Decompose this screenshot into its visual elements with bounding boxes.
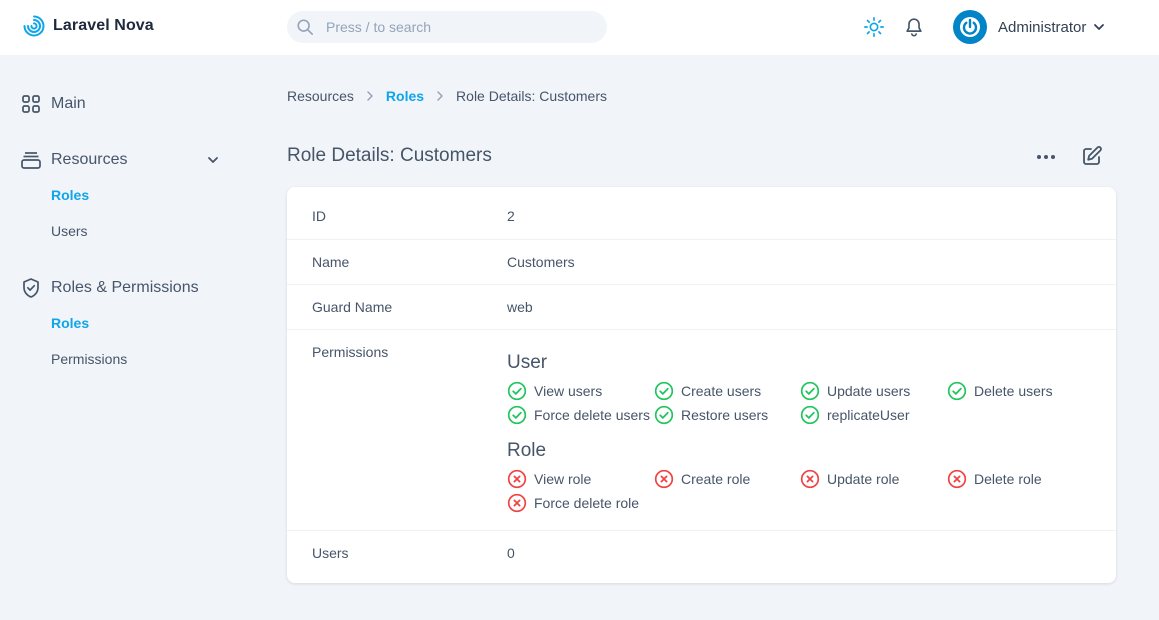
permission-item: Force delete role <box>507 493 639 513</box>
sun-icon <box>864 17 884 37</box>
user-name: Administrator <box>998 18 1087 36</box>
permission-label: Delete users <box>974 383 1053 399</box>
check-circle-icon <box>507 381 527 401</box>
grid-icon <box>20 93 42 115</box>
detail-row-id: ID 2 <box>287 187 1116 240</box>
x-circle-icon <box>507 469 527 489</box>
detail-card: ID 2 Name Customers Guard Name web Permi… <box>287 187 1116 583</box>
sidebar-item-roles[interactable]: Roles <box>51 187 90 203</box>
more-actions-button[interactable] <box>1033 144 1059 170</box>
permission-item: Delete role <box>947 469 1042 489</box>
permission-group-heading: User <box>507 352 548 373</box>
sidebar-group-resources[interactable]: Resources <box>20 149 230 171</box>
brand-name: Laravel Nova <box>53 17 154 34</box>
sidebar-item-roles[interactable]: Roles <box>51 315 90 331</box>
permission-item: Create users <box>654 381 761 401</box>
check-circle-icon <box>507 405 527 425</box>
permission-item: View role <box>507 469 591 489</box>
edit-button[interactable] <box>1079 143 1105 169</box>
sidebar-item-users[interactable]: Users <box>51 223 88 239</box>
edit-icon <box>1083 146 1102 165</box>
sidebar-item-main[interactable]: Main <box>20 93 230 115</box>
field-label: Guard Name <box>312 299 393 315</box>
permission-label: Force delete role <box>534 495 640 511</box>
permission-item: View users <box>507 381 602 401</box>
field-value: 2 <box>507 208 515 224</box>
permission-item: Update role <box>800 469 899 489</box>
permission-label: View role <box>534 471 592 487</box>
search-icon <box>297 19 314 36</box>
field-label: Permissions <box>312 344 389 360</box>
x-circle-icon <box>947 469 967 489</box>
permission-label: Create users <box>681 383 762 399</box>
permission-label: Update role <box>827 471 900 487</box>
detail-row-guard-name: Guard Name web <box>287 285 1116 330</box>
x-circle-icon <box>654 469 674 489</box>
theme-toggle-button[interactable] <box>862 15 886 39</box>
permission-label: View users <box>534 383 603 399</box>
permission-item: Restore users <box>654 405 768 425</box>
brand-logo[interactable]: Laravel Nova <box>22 14 154 38</box>
breadcrumb: Resources Roles Role Details: Customers <box>287 88 607 104</box>
page-title: Role Details: Customers <box>287 145 492 166</box>
field-label: ID <box>312 208 326 224</box>
breadcrumb-link-resources[interactable]: Resources <box>287 88 354 104</box>
field-value: Customers <box>507 254 575 270</box>
permission-label: Delete role <box>974 471 1042 487</box>
chevron-down-icon <box>1094 24 1105 30</box>
search-input[interactable] <box>326 19 586 35</box>
detail-row-permissions: Permissions User View users Create users U… <box>287 330 1116 531</box>
permission-item: Force delete users <box>507 405 650 425</box>
sidebar-item-permissions[interactable]: Permissions <box>51 351 128 367</box>
field-value: 0 <box>507 545 515 561</box>
sidebar-group-roles-permissions[interactable]: Roles & Permissions <box>20 277 230 299</box>
check-circle-icon <box>654 381 674 401</box>
detail-row-name: Name Customers <box>287 240 1116 285</box>
field-value: web <box>507 299 533 315</box>
more-horizontal-icon <box>1037 155 1055 159</box>
detail-row-users: Users 0 <box>287 531 1116 583</box>
top-header: Laravel Nova <box>0 0 1159 55</box>
avatar <box>953 10 987 44</box>
permission-label: Force delete users <box>534 407 650 423</box>
permission-item: replicateUser <box>800 405 909 425</box>
breadcrumb-current: Role Details: Customers <box>456 88 607 104</box>
notifications-button[interactable] <box>902 15 926 39</box>
bell-icon <box>906 18 922 37</box>
permission-label: Update users <box>827 383 911 399</box>
nova-logo-icon <box>23 15 45 37</box>
permission-label: replicateUser <box>827 407 910 423</box>
permission-item: Update users <box>800 381 910 401</box>
shield-check-icon <box>20 277 42 299</box>
sidebar-group-label: Resources <box>51 151 128 168</box>
x-circle-icon <box>800 469 820 489</box>
check-circle-icon <box>654 405 674 425</box>
chevron-right-icon <box>365 90 375 102</box>
global-search[interactable] <box>287 11 607 43</box>
check-circle-icon <box>800 381 820 401</box>
permission-item: Delete users <box>947 381 1053 401</box>
field-label: Users <box>312 545 349 561</box>
field-label: Name <box>312 254 350 270</box>
chevron-down-icon[interactable] <box>206 153 220 167</box>
database-icon <box>20 149 42 171</box>
breadcrumb-link-roles[interactable]: Roles <box>385 88 425 104</box>
power-icon <box>960 17 980 37</box>
chevron-right-icon <box>435 90 445 102</box>
permission-group-heading: Role <box>507 440 547 461</box>
sidebar-group-label: Roles & Permissions <box>51 279 199 296</box>
check-circle-icon <box>947 381 967 401</box>
sidebar-item-label: Main <box>51 95 86 112</box>
permission-label: Restore users <box>681 407 769 423</box>
check-circle-icon <box>800 405 820 425</box>
x-circle-icon <box>507 493 527 513</box>
permission-item: Create role <box>654 469 750 489</box>
permission-label: Create role <box>681 471 751 487</box>
user-menu[interactable]: Administrator <box>953 10 1106 44</box>
